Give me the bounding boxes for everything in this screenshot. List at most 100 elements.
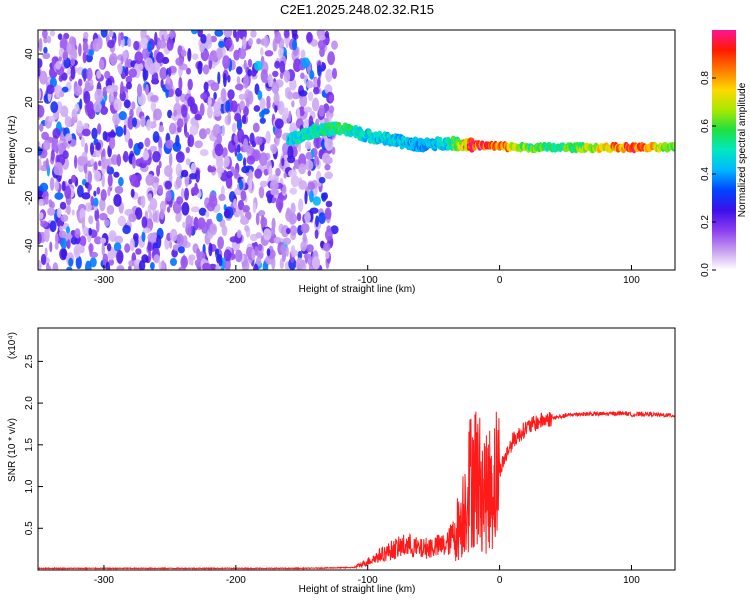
heatmap-cell (233, 198, 237, 209)
heatmap-cell (184, 114, 188, 127)
heatmap-cell (66, 239, 71, 250)
heatmap-cell (181, 169, 189, 178)
heatmap-cell (44, 196, 49, 205)
heatmap-cell (253, 60, 263, 71)
heatmap-cell (106, 165, 111, 173)
heatmap-cell (257, 243, 263, 251)
heatmap-cell (236, 66, 243, 75)
heatmap-cell (100, 189, 107, 201)
heatmap-cell (120, 55, 124, 65)
heatmap-cell (178, 76, 183, 91)
snr-panel: -300 -200 -100 0 100 0.5 1.0 1.5 2.0 2.5 Height … (7, 327, 676, 595)
heatmap-cell (141, 216, 148, 229)
heatmap-cell (147, 242, 152, 252)
heatmap-cell (104, 70, 111, 80)
heatmap-cell (59, 37, 68, 52)
heatmap-cell (199, 128, 207, 140)
heatmap-cell (97, 123, 102, 135)
heatmap-cell (84, 80, 91, 92)
heatmap-cell (266, 95, 271, 104)
heatmap-cell (145, 83, 149, 96)
heatmap-cell (41, 131, 49, 140)
heatmap-cell (128, 213, 137, 223)
snr-y-axis-label: SNR (10 * v/v) (7, 418, 18, 482)
heatmap-cell (49, 241, 53, 253)
heatmap-cell (65, 133, 73, 142)
heatmap-cell (56, 207, 62, 218)
heatmap-cell (86, 100, 94, 115)
x-tick-label: -200 (226, 575, 246, 586)
heatmap-cell (263, 168, 269, 176)
heatmap-cell (240, 190, 247, 202)
heatmap-cell (328, 105, 335, 114)
heatmap-cell (253, 263, 259, 270)
heatmap-cell (148, 249, 152, 262)
heatmap-cell (233, 168, 239, 178)
heatmap-cell (116, 153, 122, 167)
spectrogram-x-ticks: -300 -200 -100 0 100 (94, 265, 640, 286)
heatmap-cell (124, 243, 131, 253)
heatmap-cell (100, 30, 108, 38)
heatmap-cell (66, 204, 71, 215)
heatmap-cell (128, 138, 134, 149)
heatmap-cell (158, 160, 162, 169)
heatmap-cell (78, 43, 82, 57)
heatmap-cell (306, 31, 313, 44)
heatmap-cell (188, 224, 192, 238)
heatmap-cell (79, 98, 83, 110)
y-tick-label: 40 (24, 48, 35, 60)
heatmap-cell (156, 234, 162, 249)
heatmap-cell (248, 37, 254, 47)
heatmap-cell (283, 70, 291, 83)
heatmap-cell (99, 197, 106, 212)
heatmap-cell (64, 233, 73, 241)
heatmap-cell (131, 101, 136, 110)
colorbar-label: Normalized spectral amplitude (737, 82, 748, 217)
heatmap-cell (187, 48, 192, 62)
heatmap-cell (252, 122, 260, 133)
heatmap-cell (93, 170, 102, 182)
heatmap-cell (122, 224, 131, 235)
heatmap-cell (64, 185, 72, 199)
heatmap-cell (244, 225, 250, 232)
heatmap-cell (179, 93, 186, 103)
heatmap-cell (275, 196, 284, 211)
heatmap-cell (127, 37, 132, 48)
heatmap-cell (254, 168, 263, 179)
heatmap-cell (159, 67, 168, 80)
heatmap-cell (136, 83, 143, 98)
heatmap-cell (102, 148, 106, 160)
heatmap-cell (39, 70, 48, 85)
heatmap-cell (275, 167, 281, 177)
heatmap-cell (296, 130, 302, 137)
heatmap-cell (201, 221, 209, 234)
heatmap-cell (147, 193, 153, 202)
x-tick-label: 100 (623, 275, 640, 286)
heatmap-cell (259, 111, 264, 118)
heatmap-cell (234, 211, 240, 218)
heatmap-cell (190, 186, 200, 195)
snr-series-line (38, 410, 675, 570)
heatmap-cell (289, 225, 298, 236)
heatmap-cell (186, 67, 191, 75)
heatmap-cell (102, 131, 108, 141)
heatmap-cell (38, 198, 44, 207)
heatmap-cell (88, 227, 92, 236)
heatmap-cell (185, 131, 190, 138)
heatmap-cell (59, 201, 67, 210)
heatmap-cell (672, 141, 675, 150)
heatmap-cell (158, 261, 162, 270)
heatmap-cell (107, 39, 115, 49)
heatmap-cell (108, 258, 115, 266)
heatmap-cell (227, 89, 235, 100)
heatmap-cell (108, 30, 114, 38)
heatmap-cell (238, 48, 247, 60)
heatmap-cell (134, 207, 143, 220)
heatmap-cell (55, 232, 59, 245)
heatmap-cell (216, 212, 223, 222)
heatmap-cell (91, 127, 98, 140)
heatmap-cell (327, 51, 335, 66)
heatmap-cell (210, 35, 217, 43)
heatmap-cell (101, 156, 107, 169)
heatmap-cell (298, 198, 304, 212)
